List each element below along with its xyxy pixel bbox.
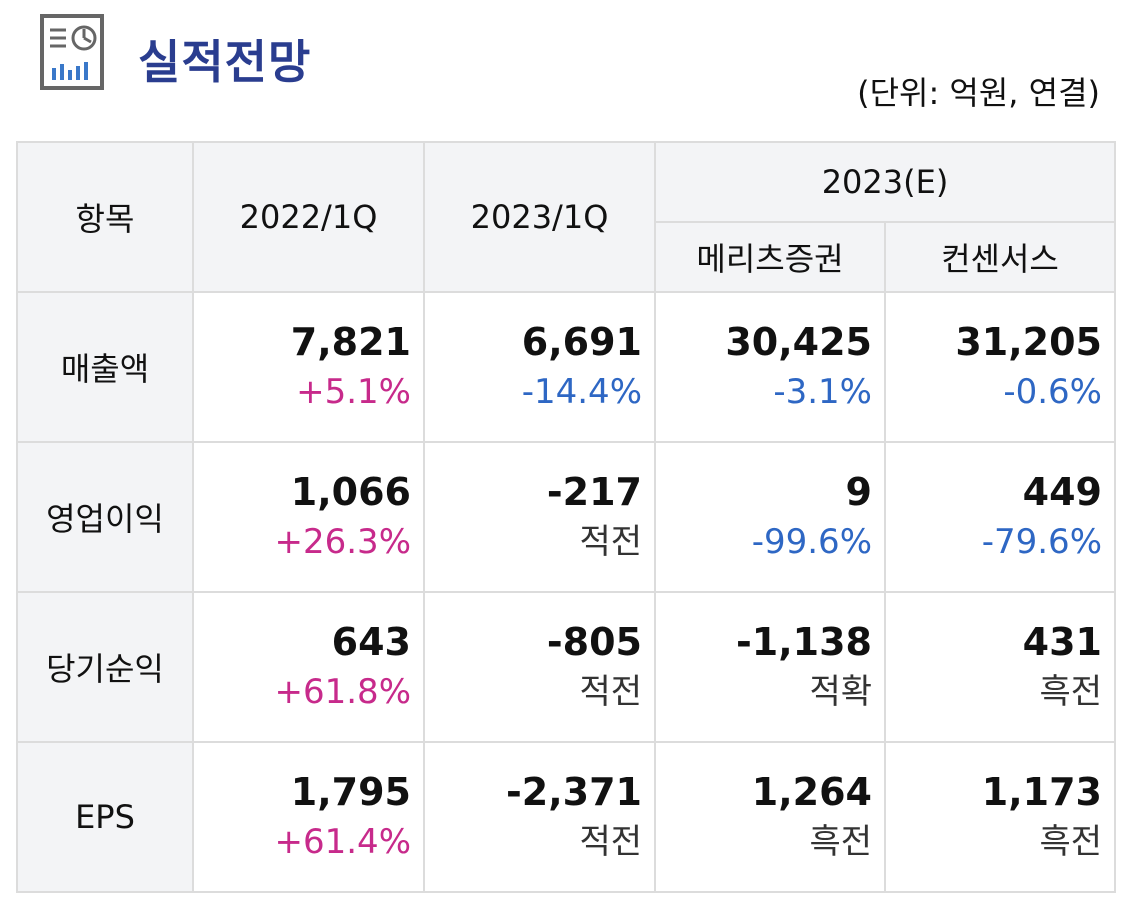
row-label: 영업이익 (16, 441, 194, 593)
cell-value: 30,425 (725, 319, 872, 364)
table-row: 매출액 7,821 +5.1% 6,691 -14.4% 30,425 -3.1% 31,20… (16, 291, 1116, 443)
header-2022-1q: 2022/1Q (192, 141, 425, 293)
table-cell: 1,795 +61.4% (192, 741, 425, 893)
cell-value: 1,795 (290, 769, 411, 814)
cell-change: +26.3% (274, 522, 412, 562)
header-item: 항목 (16, 141, 194, 293)
cell-value: 9 (845, 469, 872, 514)
cell-value: -2,371 (506, 769, 642, 814)
table-row: 당기순익 643 +61.8% -805 적전 -1,138 적확 431 흑전 (16, 591, 1116, 743)
table-cell: 643 +61.8% (192, 591, 425, 743)
cell-change: 적확 (809, 672, 872, 712)
cell-value: 643 (331, 619, 411, 664)
cell-change: -3.1% (773, 372, 872, 412)
table-cell: 1,173 흑전 (884, 741, 1116, 893)
cell-value: 7,821 (290, 319, 411, 364)
cell-value: 1,066 (290, 469, 411, 514)
table-cell: 6,691 -14.4% (423, 291, 656, 443)
row-label: EPS (16, 741, 194, 893)
cell-value: -1,138 (736, 619, 872, 664)
cell-value: 31,205 (955, 319, 1102, 364)
row-label: 당기순익 (16, 591, 194, 743)
cell-change: +61.4% (274, 822, 412, 862)
table-cell: 1,264 흑전 (654, 741, 886, 893)
unit-note: (단위: 억원, 연결) (857, 74, 1100, 112)
row-label: 매출액 (16, 291, 194, 443)
cell-change: 흑전 (1039, 822, 1102, 862)
report-chart-icon (40, 14, 104, 90)
table-cell: -805 적전 (423, 591, 656, 743)
table-cell: 7,821 +5.1% (192, 291, 425, 443)
header-meritz: 메리츠증권 (654, 221, 886, 293)
cell-change: +5.1% (296, 372, 411, 412)
cell-value: 431 (1022, 619, 1102, 664)
cell-value: -805 (546, 619, 642, 664)
table-cell: 431 흑전 (884, 591, 1116, 743)
cell-change: -14.4% (521, 372, 642, 412)
cell-value: 6,691 (521, 319, 642, 364)
table-row: 영업이익 1,066 +26.3% -217 적전 9 -99.6% 449 -79.6% (16, 441, 1116, 593)
table-cell: 30,425 -3.1% (654, 291, 886, 443)
cell-value: -217 (546, 469, 642, 514)
table-cell: 1,066 +26.3% (192, 441, 425, 593)
page-header: 실적전망 (단위: 억원, 연결) (40, 14, 1110, 124)
table-row: EPS 1,795 +61.4% -2,371 적전 1,264 흑전 1,173 흑전 (16, 741, 1116, 893)
cell-change: -0.6% (1003, 372, 1102, 412)
header-2023-1q: 2023/1Q (423, 141, 656, 293)
table-cell: 9 -99.6% (654, 441, 886, 593)
cell-change: 흑전 (809, 822, 872, 862)
earnings-forecast-table: 항목 2022/1Q 2023/1Q 2023(E) 메리츠증권 컨센서스 매출… (16, 141, 1116, 893)
cell-value: 1,264 (751, 769, 872, 814)
table-cell: -1,138 적확 (654, 591, 886, 743)
cell-change: +61.8% (274, 672, 412, 712)
cell-change: -99.6% (751, 522, 872, 562)
cell-value: 1,173 (981, 769, 1102, 814)
header-consensus: 컨센서스 (884, 221, 1116, 293)
cell-change: 적전 (579, 672, 642, 712)
cell-change: -79.6% (981, 522, 1102, 562)
table-cell: 449 -79.6% (884, 441, 1116, 593)
table-cell: -2,371 적전 (423, 741, 656, 893)
cell-change: 흑전 (1039, 672, 1102, 712)
cell-value: 449 (1022, 469, 1102, 514)
cell-change: 적전 (579, 522, 642, 562)
header-2023e: 2023(E) (654, 141, 1116, 223)
cell-change: 적전 (579, 822, 642, 862)
page-title: 실적전망 (138, 35, 312, 89)
table-cell: -217 적전 (423, 441, 656, 593)
table-cell: 31,205 -0.6% (884, 291, 1116, 443)
